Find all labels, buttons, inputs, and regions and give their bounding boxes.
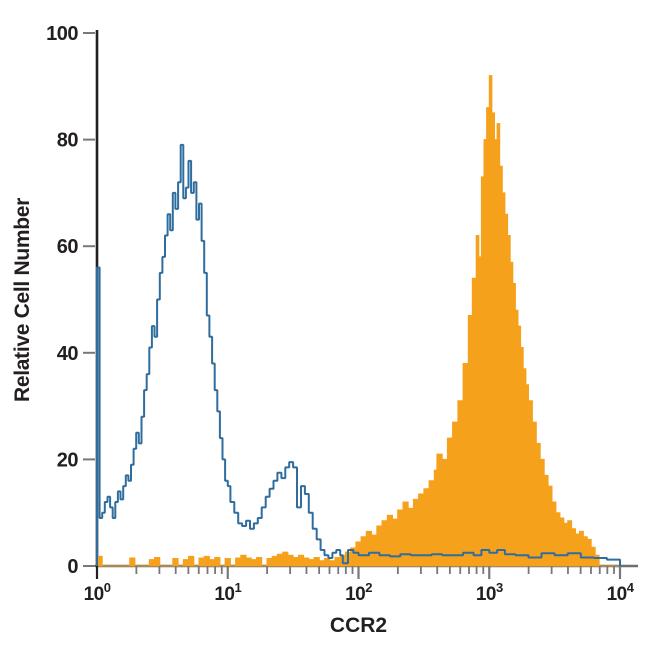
x-tick-label: 102 — [345, 580, 372, 605]
y-tick-label: 100 — [46, 23, 78, 45]
x-tick-label: 103 — [476, 580, 503, 605]
y-tick-label: 60 — [57, 236, 79, 258]
blue-outline-series — [96, 143, 621, 566]
y-axis-title: Relative Cell Number — [0, 0, 46, 600]
y-tick-label: 20 — [57, 449, 79, 471]
orange-filled-series — [96, 75, 620, 567]
x-axis-title: CCR2 — [329, 614, 388, 637]
y-tick-label: 0 — [67, 556, 78, 578]
y-tick-label: 80 — [57, 130, 79, 152]
x-tick-label: 104 — [607, 580, 635, 605]
y-axis-title-text: Relative Cell Number — [11, 197, 35, 403]
x-tick-label: 100 — [84, 580, 111, 605]
x-tick-label: 101 — [214, 580, 241, 605]
y-tick-label: 40 — [57, 343, 79, 365]
